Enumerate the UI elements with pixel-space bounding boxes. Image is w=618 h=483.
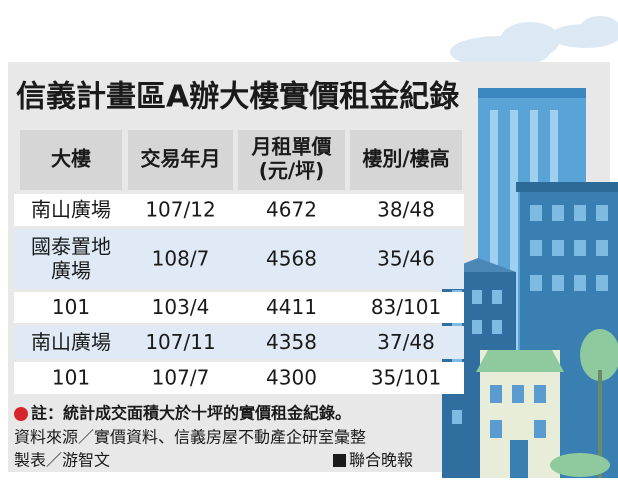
- row-bg: [14, 292, 464, 323]
- cell-text: 107/11: [145, 330, 215, 354]
- cell-text: 南山廣場: [31, 330, 111, 354]
- header-cell: [350, 130, 462, 190]
- publisher: 聯合晚報: [349, 451, 413, 470]
- row-bg: [14, 362, 464, 394]
- header-text: 大樓: [51, 147, 91, 171]
- title: 信義計畫區A辦大樓實價租金紀錄: [16, 80, 459, 115]
- row-bg: [14, 229, 464, 289]
- header-text: 交易年月: [141, 147, 221, 171]
- cell-text: 35/101: [371, 366, 441, 390]
- buildings: [442, 88, 618, 478]
- cell-text: 83/101: [371, 295, 441, 319]
- row-bg: [14, 326, 464, 359]
- source: 資料來源／實價資料、信義房屋不動產企研室彙整: [14, 428, 366, 447]
- cell-text: 4568: [266, 247, 317, 271]
- header-cell: [238, 130, 345, 190]
- cell-text: 35/46: [377, 247, 435, 271]
- cell-text: 38/48: [377, 198, 435, 222]
- publisher-mark: [333, 454, 346, 467]
- cell-text: 南山廣場: [31, 198, 111, 222]
- cell-text: 國泰置地: [31, 235, 111, 259]
- cell-text: 4411: [266, 295, 317, 319]
- note: 註：統計成交面積大於十坪的實價租金紀錄。: [31, 404, 351, 423]
- cell-text: 101: [52, 295, 90, 319]
- row-bg: [14, 194, 464, 226]
- header-text: 樓別/樓高: [362, 147, 449, 171]
- cell-text: 107/7: [152, 366, 210, 390]
- cell-text: 103/4: [152, 295, 210, 319]
- cell-text: 37/48: [377, 330, 435, 354]
- cell-text: 4300: [266, 366, 317, 390]
- cell-text: 101: [52, 366, 90, 390]
- cell-text: 108/7: [152, 247, 210, 271]
- header-text: (元/坪): [259, 159, 325, 183]
- cell-text: 4358: [266, 330, 317, 354]
- cell-text: 107/12: [145, 198, 215, 222]
- bullet: [14, 407, 28, 421]
- header-cell: [20, 130, 122, 190]
- credit: 製表／游智文: [14, 451, 110, 470]
- clouds: [450, 16, 618, 68]
- cell-text: 4672: [266, 198, 317, 222]
- cell-text: 廣場: [51, 259, 91, 283]
- header-text: 月租單價: [251, 135, 333, 159]
- header-cell: [128, 130, 233, 190]
